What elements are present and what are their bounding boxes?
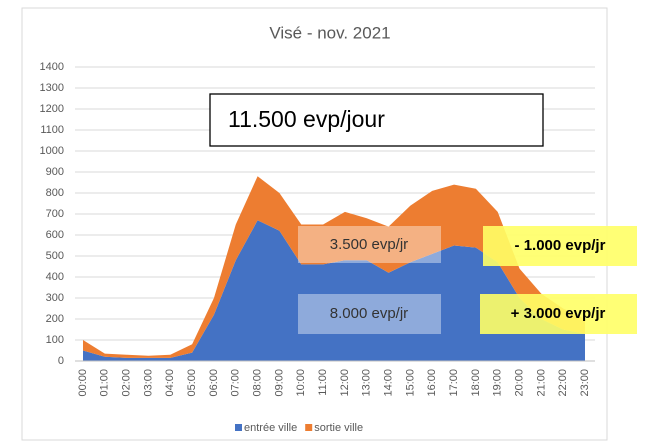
legend-label: entrée ville <box>244 422 297 434</box>
y-tick-label: 300 <box>46 292 64 304</box>
x-tick-label: 23:00 <box>579 369 591 397</box>
chart-title: Visé - nov. 2021 <box>269 23 390 42</box>
x-tick-label: 20:00 <box>513 369 525 397</box>
x-tick-label: 05:00 <box>186 369 198 397</box>
x-tick-label: 19:00 <box>492 369 504 397</box>
legend-swatch <box>305 424 313 431</box>
annotation: 11.500 evp/jour <box>228 106 385 132</box>
annotation-box <box>483 226 637 266</box>
y-tick-label: 1400 <box>40 61 64 73</box>
annotation-box <box>480 294 637 334</box>
y-tick-label: 200 <box>46 313 64 325</box>
x-tick-label: 02:00 <box>121 369 133 397</box>
y-tick-label: 1000 <box>40 145 64 157</box>
y-tick-label: 1200 <box>40 103 64 115</box>
x-tick-label: 03:00 <box>142 369 154 397</box>
x-tick-label: 06:00 <box>208 369 220 397</box>
x-tick-label: 22:00 <box>557 369 569 397</box>
x-tick-label: 16:00 <box>426 369 438 397</box>
area <box>83 176 585 358</box>
area <box>83 220 585 361</box>
y-tick-label: 0 <box>58 355 64 367</box>
annotation: + 3.000 evp/jr <box>511 305 606 322</box>
y-tick-label: 1100 <box>40 124 64 136</box>
y-tick-label: 100 <box>46 334 64 346</box>
x-tick-label: 01:00 <box>99 369 111 397</box>
legend-label: sortie ville <box>314 422 363 434</box>
total-box <box>209 93 544 147</box>
x-tick-label: 12:00 <box>339 369 351 397</box>
x-tick-label: 15:00 <box>404 369 416 397</box>
chart-frame <box>21 7 608 441</box>
y-tick-label: 800 <box>46 187 64 199</box>
x-tick-label: 11:00 <box>317 369 329 396</box>
annotation: - 1.000 evp/jr <box>515 237 606 254</box>
x-tick-label: 13:00 <box>361 369 373 397</box>
x-tick-label: 10:00 <box>295 369 307 397</box>
annotations: 11.500 evp/jour 3.500 evp/jr 8.000 evp/j… <box>209 93 637 334</box>
annotation-box <box>298 226 441 263</box>
x-tick-label: 17:00 <box>448 369 460 397</box>
y-tick-label: 600 <box>46 229 64 241</box>
y-tick-label: 900 <box>46 166 64 178</box>
annotation: 8.000 evp/jr <box>330 305 408 322</box>
x-tick-label: 04:00 <box>164 369 176 397</box>
y-tick-label: 500 <box>46 250 64 262</box>
y-tick-label: 700 <box>46 208 64 220</box>
x-tick-label: 18:00 <box>470 369 482 397</box>
annotation: 3.500 evp/jr <box>330 236 408 253</box>
y-tick-label: 1300 <box>40 82 64 94</box>
x-tick-label: 08:00 <box>252 369 264 397</box>
x-tick-label: 21:00 <box>535 369 547 397</box>
annotation-box <box>298 294 441 334</box>
x-tick-label: 07:00 <box>230 369 242 397</box>
x-tick-label: 14:00 <box>382 369 394 397</box>
legend-swatch <box>235 424 242 431</box>
y-tick-label: 400 <box>46 271 64 283</box>
x-tick-label: 00:00 <box>77 369 89 397</box>
plot: 0 100 200 300 400 500 600 700 800 900 1000 1100 1200… <box>40 61 595 434</box>
x-tick-label: 09:00 <box>273 369 285 397</box>
